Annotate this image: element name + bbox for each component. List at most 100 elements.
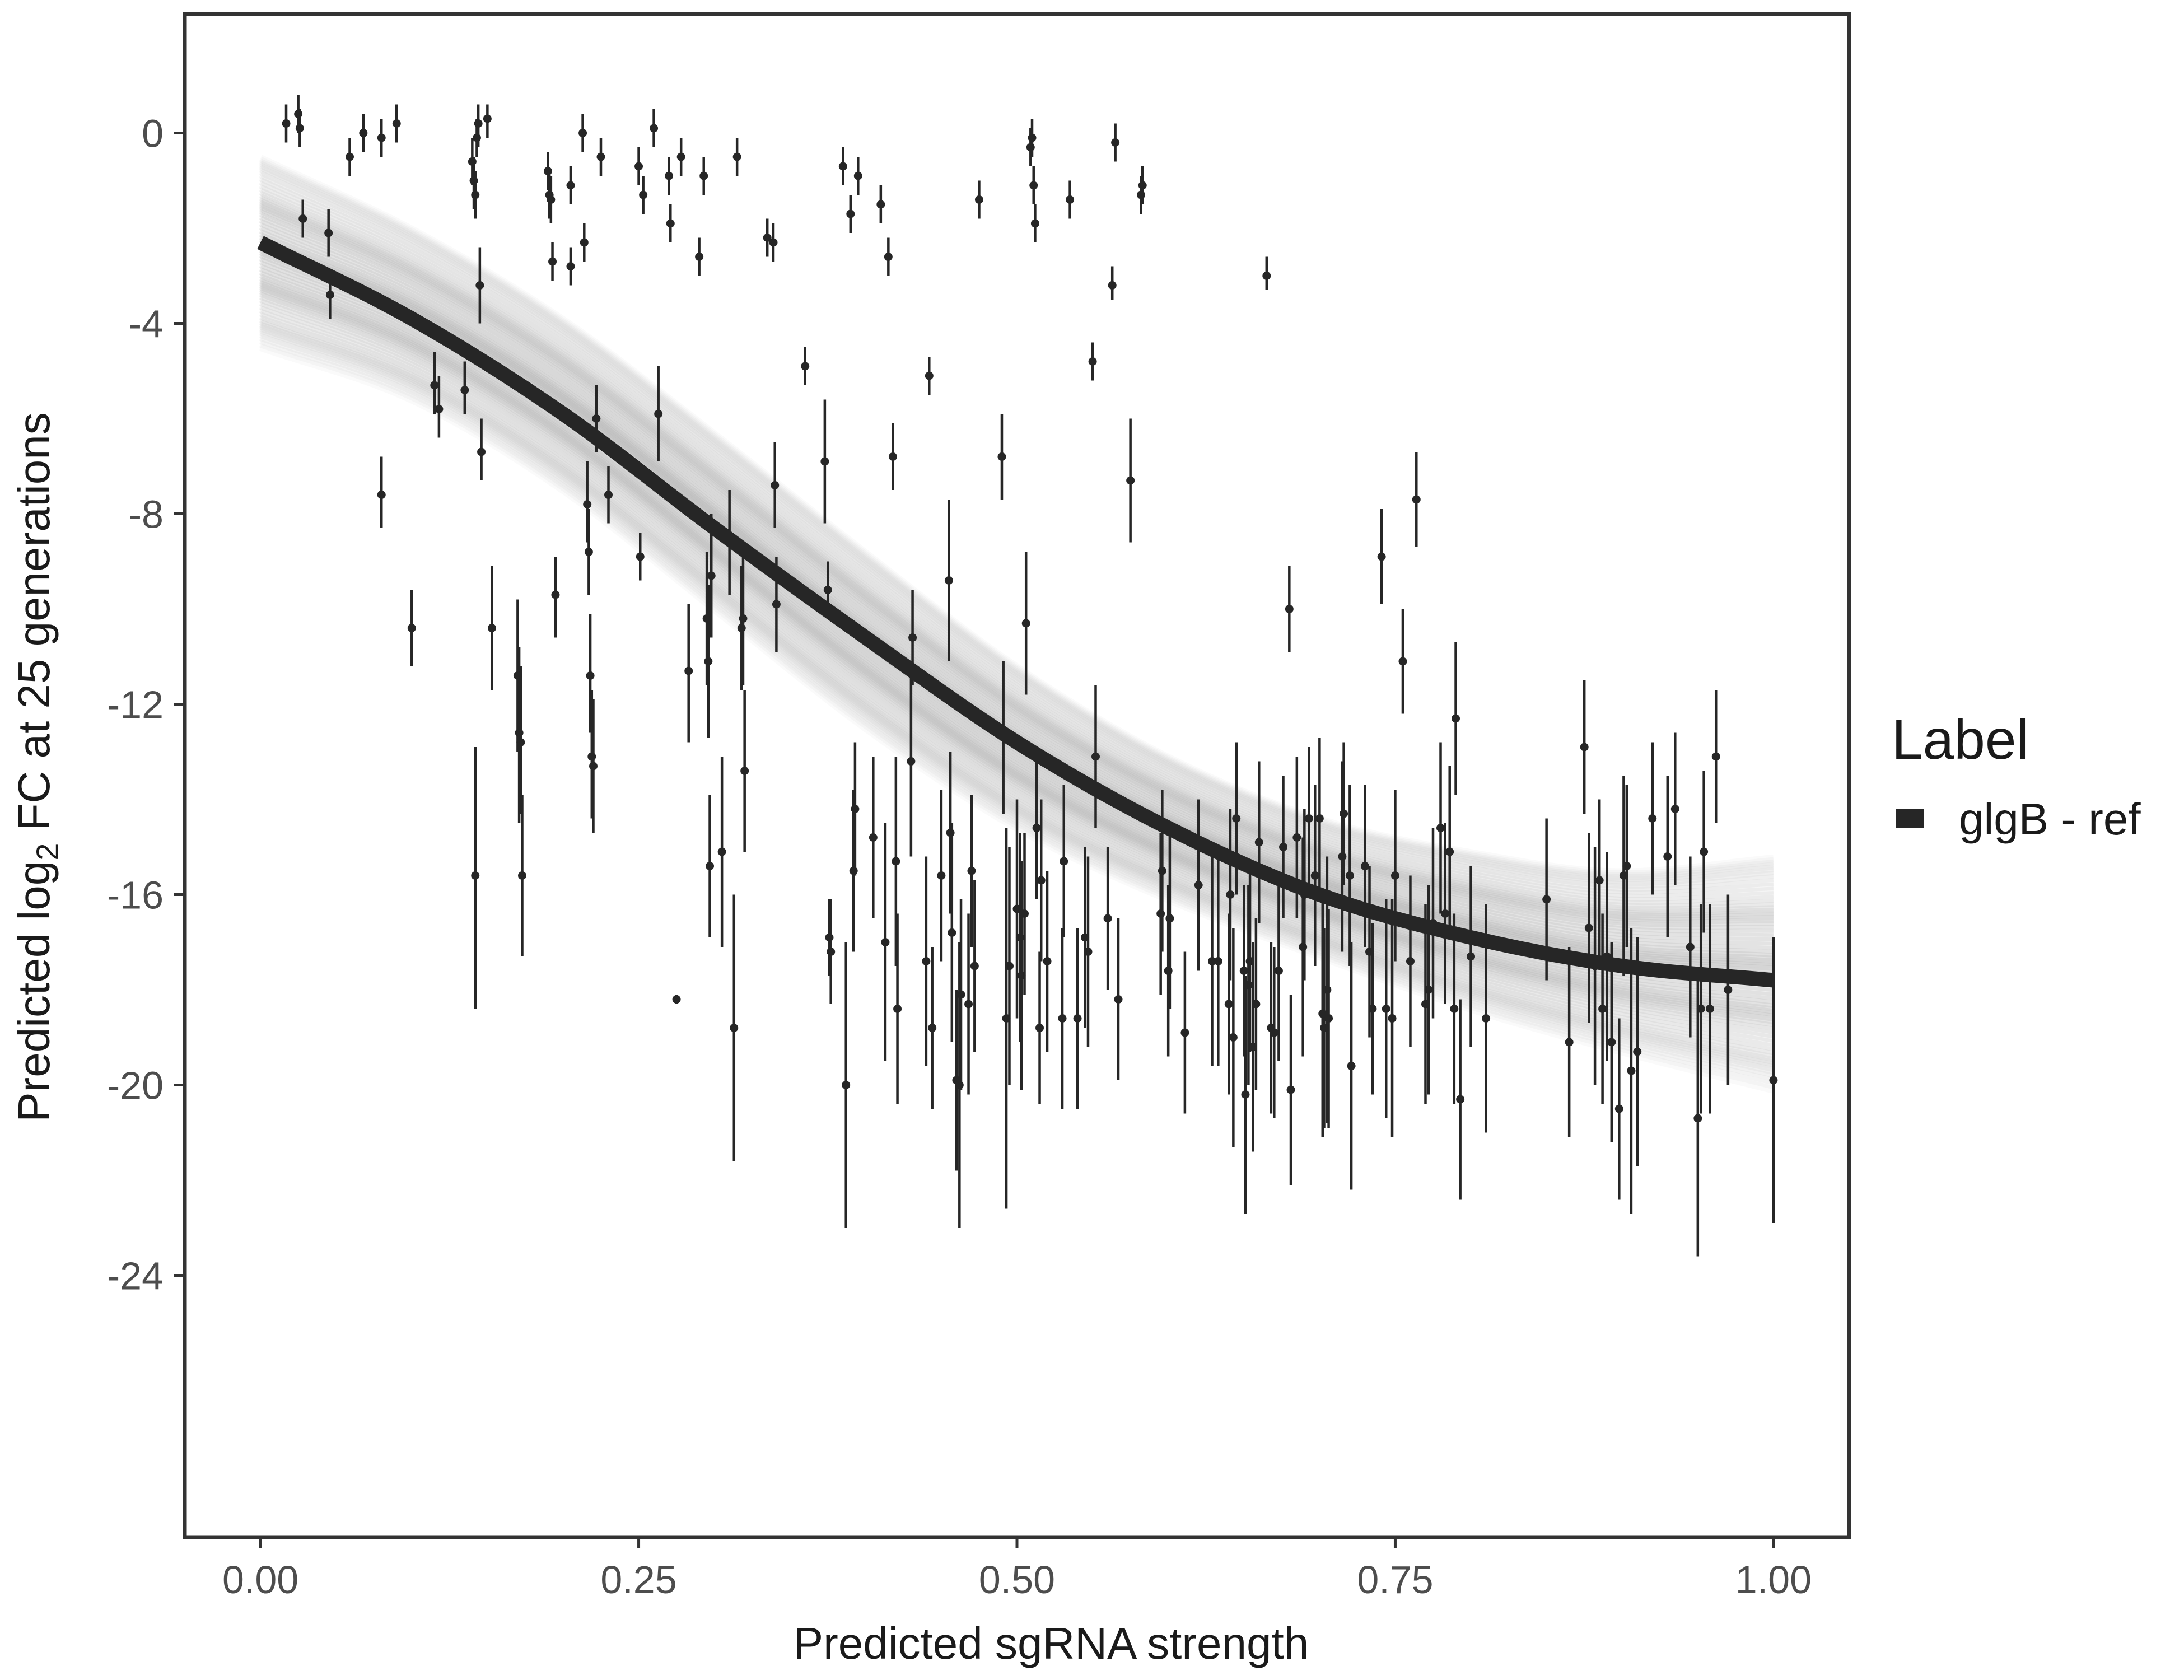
data-point-116 — [1026, 143, 1035, 152]
data-point-213 — [1633, 1047, 1642, 1056]
posterior-draw-50 — [259, 204, 1774, 925]
data-point-164 — [1286, 1085, 1295, 1094]
data-point-17 — [471, 190, 480, 199]
posterior-draw-14 — [259, 305, 1775, 1047]
data-point-layer — [282, 110, 1778, 1123]
data-point-24 — [487, 624, 496, 632]
data-point-138 — [1138, 181, 1147, 190]
data-point-70 — [769, 238, 778, 247]
data-point-154 — [1245, 957, 1254, 965]
data-point-211 — [1622, 862, 1631, 870]
data-point-67 — [739, 614, 748, 623]
data-point-75 — [823, 586, 832, 594]
data-point-18 — [472, 133, 481, 142]
data-point-89 — [892, 857, 900, 866]
data-point-216 — [1670, 805, 1679, 813]
posterior-draw-56 — [259, 190, 1774, 912]
data-point-201 — [1565, 1038, 1574, 1047]
data-point-144 — [1194, 881, 1203, 889]
data-point-62 — [717, 847, 726, 856]
posterior-draw-41 — [259, 232, 1774, 958]
data-point-224 — [1769, 1076, 1778, 1085]
data-point-220 — [1700, 847, 1709, 856]
x-tick-label-3: 0.75 — [1357, 1558, 1433, 1602]
data-point-86 — [881, 938, 890, 946]
posterior-draw-58 — [259, 184, 1774, 906]
data-point-37 — [580, 238, 589, 247]
data-point-180 — [1365, 948, 1374, 956]
data-point-94 — [925, 371, 934, 380]
legend-title: Label — [1892, 708, 2029, 771]
data-point-90 — [893, 1005, 902, 1013]
data-point-143 — [1180, 1028, 1189, 1037]
data-point-208 — [1607, 1038, 1616, 1047]
data-point-12 — [430, 381, 439, 390]
x-tick-label-1: 0.25 — [600, 1558, 676, 1602]
data-point-192 — [1436, 824, 1445, 832]
data-point-2 — [295, 124, 304, 133]
data-point-187 — [1406, 957, 1415, 965]
data-point-151 — [1239, 967, 1248, 975]
data-point-10 — [377, 491, 386, 499]
data-point-13 — [435, 405, 444, 413]
data-point-31 — [547, 195, 556, 204]
data-point-126 — [1066, 195, 1075, 204]
data-point-221 — [1705, 1005, 1714, 1013]
y-tick-label-4: -16 — [107, 874, 164, 917]
posterior-draw-61 — [259, 174, 1774, 895]
posterior-draw-48 — [259, 209, 1774, 930]
data-point-181 — [1368, 1005, 1377, 1013]
data-point-25 — [513, 671, 522, 680]
data-point-171 — [1318, 1009, 1327, 1018]
data-point-175 — [1338, 852, 1347, 861]
y-axis-title-post: FC at 25 generations — [9, 412, 59, 843]
data-point-118 — [1029, 181, 1038, 190]
data-point-49 — [650, 124, 659, 133]
posterior-draw-47 — [259, 212, 1774, 934]
data-point-132 — [1103, 914, 1112, 923]
data-point-172 — [1319, 1024, 1328, 1032]
data-point-205 — [1595, 876, 1604, 885]
data-point-7 — [359, 129, 368, 137]
posterior-draw-59 — [259, 181, 1774, 902]
data-point-219 — [1696, 1005, 1705, 1013]
data-point-22 — [471, 871, 480, 880]
data-point-79 — [842, 1081, 851, 1089]
posterior-draw-24 — [259, 278, 1774, 1014]
data-point-96 — [937, 871, 946, 880]
posterior-draw-52 — [259, 200, 1774, 921]
data-point-66 — [737, 624, 746, 632]
posterior-draw-67 — [259, 158, 1774, 880]
data-point-136 — [1126, 476, 1135, 485]
posterior-draw-13 — [259, 309, 1775, 1052]
data-point-149 — [1229, 1033, 1238, 1042]
posterior-draw-53 — [259, 198, 1774, 919]
data-point-194 — [1445, 847, 1454, 856]
data-point-105 — [970, 962, 979, 970]
data-point-8 — [377, 133, 386, 142]
posterior-draw-64 — [259, 165, 1774, 886]
y-tick-label-6: -24 — [107, 1254, 164, 1298]
data-point-183 — [1382, 1005, 1390, 1013]
data-point-104 — [967, 866, 976, 875]
data-point-177 — [1345, 871, 1354, 880]
y-axis-title-pre: Predicted log — [9, 861, 59, 1122]
data-point-176 — [1340, 809, 1348, 818]
data-point-115 — [1021, 619, 1030, 628]
data-point-34 — [566, 181, 575, 190]
posterior-draw-49 — [259, 206, 1774, 927]
data-point-114 — [1020, 909, 1029, 918]
data-point-178 — [1347, 1062, 1356, 1070]
data-point-78 — [838, 162, 847, 171]
data-point-218 — [1693, 1114, 1702, 1123]
data-point-71 — [771, 481, 780, 489]
data-point-128 — [1081, 933, 1090, 942]
data-point-26 — [515, 729, 524, 737]
posterior-draw-57 — [259, 188, 1774, 908]
data-point-166 — [1299, 942, 1308, 951]
posterior-draw-25 — [259, 276, 1774, 1011]
posterior-draw-20 — [259, 287, 1774, 1024]
data-point-68 — [740, 767, 749, 775]
data-point-120 — [1032, 824, 1041, 832]
